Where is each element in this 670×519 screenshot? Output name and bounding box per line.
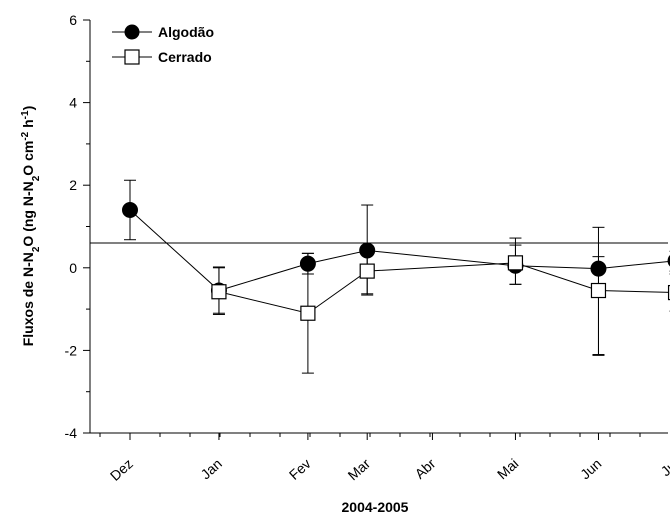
legend-marker <box>124 49 140 65</box>
legend-marker <box>124 24 140 40</box>
legend-label: Algodão <box>158 24 214 40</box>
y-axis-title-part: 2 <box>31 175 42 181</box>
data-point <box>590 282 607 299</box>
y-tick-label: -2 <box>65 342 78 358</box>
series-algodão <box>122 179 670 356</box>
y-tick-label: 0 <box>69 260 77 276</box>
y-axis-title-part: O (ng N-N <box>20 181 36 246</box>
x-tick-label-mar: Mar <box>345 455 374 483</box>
data-point <box>507 255 524 271</box>
data-point <box>667 284 670 301</box>
y-axis-title-part: ) <box>20 106 36 111</box>
data-point <box>300 305 316 321</box>
series-cerrado <box>211 237 670 374</box>
legend-label: Cerrado <box>158 49 212 65</box>
x-tick-label-fev: Fev <box>286 455 314 483</box>
y-tick-label: 6 <box>69 12 77 28</box>
x-tick-label-jun: Jun <box>577 455 604 482</box>
x-tick-label-dez: Dez <box>107 455 136 484</box>
legend: Algodão Cerrado <box>112 24 214 65</box>
x-tick-label-abr: Abr <box>412 455 439 482</box>
series-line <box>129 209 670 292</box>
y-axis-title-part: O cm <box>20 141 36 176</box>
y-tick-label: 2 <box>69 177 77 193</box>
y-tick-label: -4 <box>65 425 78 441</box>
x-tick-label-jan: Jan <box>197 455 224 482</box>
x-tick-label-jul: Jul <box>658 455 670 479</box>
y-axis-title-part: Fluxos de N-N <box>20 252 36 346</box>
x-axis-title: 2004-2005 <box>342 499 409 515</box>
data-point <box>211 284 227 300</box>
y-axis-title-part: -2 <box>20 131 31 140</box>
y-axis-title: Fluxos de N-N2O (ng N-N2O cm-2 h-1) <box>20 106 42 347</box>
y-axis-title-part: 2 <box>31 246 42 252</box>
y-axis-title-part: h <box>20 119 36 131</box>
data-point <box>122 201 138 218</box>
y-tick-label: 4 <box>69 95 77 111</box>
x-tick-label-mai: Mai <box>494 455 521 482</box>
y-axis-title-part: -1 <box>20 110 31 119</box>
data-point <box>359 263 375 279</box>
series-layer <box>122 179 670 374</box>
